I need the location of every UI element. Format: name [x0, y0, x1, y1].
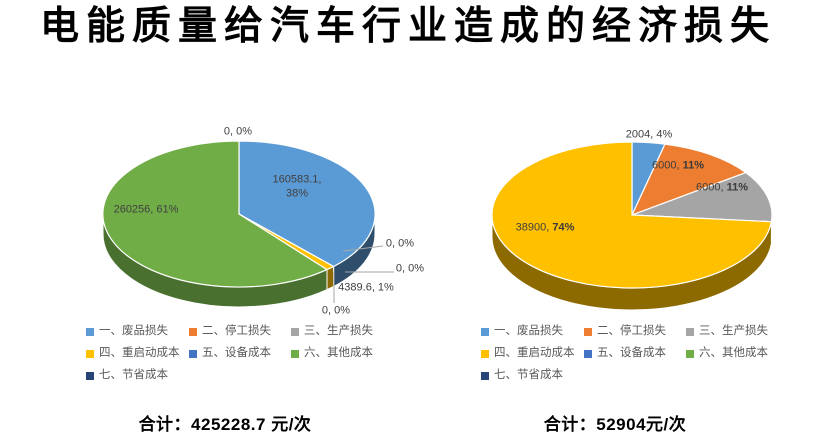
- legend-label: 二、停工损失: [202, 325, 271, 337]
- legend-swatch: [481, 327, 489, 336]
- legend-item: 五、设备成本: [189, 347, 291, 360]
- legend-row: 四、重启动成本 五、设备成本 六、其他成本: [481, 347, 821, 360]
- legend-swatch: [584, 349, 592, 358]
- legend-label: 二、停工损失: [597, 325, 666, 337]
- legend-label: 四、重启动成本: [99, 347, 180, 359]
- legend-swatch: [481, 371, 489, 380]
- legend-item: 一、废品损失: [86, 325, 189, 338]
- legend-label: 三、生产损失: [304, 325, 373, 337]
- legend-item: 二、停工损失: [584, 325, 686, 338]
- data-label: 260256, 61%: [113, 203, 179, 216]
- legend-swatch: [86, 349, 94, 358]
- legend-left-chart: 一、废品损失 二、停工损失 三、生产损失四、重启动成本 五、设备成本 六、其他成本七、节…: [86, 325, 416, 391]
- legend-label: 七、节省成本: [99, 369, 168, 381]
- legend-row: 一、废品损失 二、停工损失 三、生产损失: [481, 325, 821, 338]
- legend-item: 四、重启动成本: [481, 347, 584, 360]
- legend-swatch: [584, 327, 592, 336]
- legend-label: 四、重启动成本: [494, 347, 575, 359]
- page-title: 电能质量给汽车行业造成的经济损失: [40, 5, 777, 48]
- total-left-chart: 合计：425228.7 元/次: [138, 415, 312, 434]
- legend-swatch: [686, 327, 694, 336]
- legend-label: 六、其他成本: [304, 347, 373, 359]
- pie-slice: [102, 140, 328, 288]
- data-label: 6000, 11%: [651, 159, 705, 172]
- pie-slice: [631, 143, 747, 216]
- legend-item: 七、节省成本: [481, 369, 584, 382]
- total-right-chart: 合计：52904元/次: [543, 415, 687, 434]
- legend-swatch: [481, 349, 489, 358]
- data-label: 2004, 4%: [625, 128, 673, 141]
- legend-row: 七、节省成本: [481, 369, 821, 382]
- legend-swatch: [291, 349, 299, 358]
- legend-label: 五、设备成本: [202, 347, 271, 359]
- legend-label: 三、生产损失: [699, 325, 768, 337]
- legend-swatch: [686, 349, 694, 358]
- data-label: 0, 0%: [321, 304, 351, 317]
- legend-label: 六、其他成本: [699, 347, 768, 359]
- legend-item: 五、设备成本: [584, 347, 686, 360]
- legend-swatch: [86, 327, 94, 336]
- pie-slice: [491, 141, 772, 289]
- legend-item: 一、废品损失: [481, 325, 584, 338]
- legend-item: 七、节省成本: [86, 369, 189, 382]
- pie-slice-side: [326, 265, 335, 291]
- legend-row: 四、重启动成本 五、设备成本 六、其他成本: [86, 347, 416, 360]
- legend-item: 四、重启动成本: [86, 347, 189, 360]
- label-leader-line: [342, 245, 384, 252]
- legend-swatch: [189, 349, 197, 358]
- legend-label: 一、废品损失: [99, 325, 168, 337]
- data-label: 38900, 74%: [515, 221, 575, 234]
- legend-swatch: [291, 327, 299, 336]
- legend-swatch: [86, 371, 94, 380]
- legend-label: 七、节省成本: [494, 369, 563, 381]
- pie-slice: [631, 172, 773, 223]
- legend-item: 三、生产损失: [291, 325, 416, 338]
- data-label: 4389.6, 1%: [338, 281, 394, 294]
- legend-item: 三、生产损失: [686, 325, 821, 338]
- data-label: 160583.1, 38%: [272, 173, 322, 200]
- legend-item: 六、其他成本: [686, 347, 821, 360]
- legend-label: 一、废品损失: [494, 325, 563, 337]
- legend-row: 七、节省成本: [86, 369, 416, 382]
- data-label: 0, 0%: [395, 262, 425, 275]
- data-label: 6000, 11%: [695, 181, 749, 194]
- legend-right-chart: 一、废品损失 二、停工损失 三、生产损失四、重启动成本 五、设备成本 六、其他成本七、节…: [481, 325, 821, 391]
- legend-swatch: [189, 327, 197, 336]
- legend-item: 二、停工损失: [189, 325, 291, 338]
- data-label: 0, 0%: [223, 125, 253, 138]
- data-label: 0, 0%: [385, 237, 415, 250]
- legend-label: 五、设备成本: [597, 347, 666, 359]
- legend-item: 六、其他成本: [291, 347, 416, 360]
- legend-row: 一、废品损失 二、停工损失 三、生产损失: [86, 325, 416, 338]
